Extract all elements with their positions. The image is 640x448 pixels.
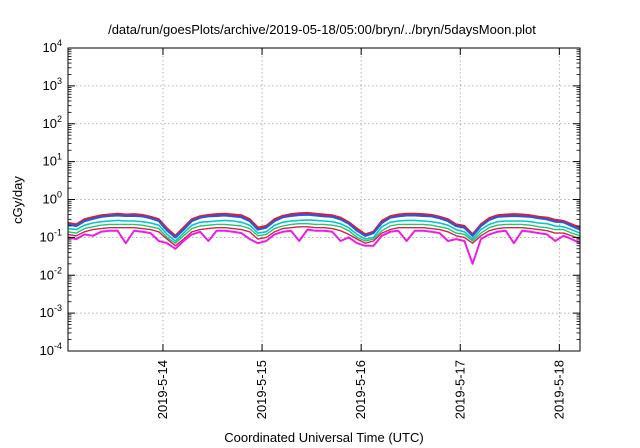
series-line-1 (67, 211, 581, 237)
y-tick-label: 100 (43, 190, 62, 207)
axis-ticks (68, 47, 580, 352)
series-line-4 (67, 222, 581, 244)
y-tick-label: 101 (43, 152, 62, 169)
y-tick-label: 102 (43, 114, 62, 131)
series-line-5 (67, 226, 581, 247)
series-line-2 (67, 213, 581, 239)
x-tick-label: 2019-5-17 (452, 360, 467, 419)
chart-title: /data/run/goesPlots/archive/2019-05-18/0… (108, 22, 536, 37)
x-tick-label: 2019-5-18 (551, 360, 566, 419)
y-axis-label: cGy/day (10, 176, 25, 224)
series-line-6 (67, 228, 581, 265)
y-tick-label: 10-1 (40, 227, 62, 244)
x-tick-labels: 2019-5-14 2019-5-15 2019-5-16 2019-5-17 2019… (155, 360, 566, 419)
y-tick-label: 10-3 (40, 303, 62, 320)
x-axis-label: Coordinated Universal Time (UTC) (224, 430, 423, 445)
x-tick-label: 2019-5-14 (155, 360, 170, 419)
grid (68, 48, 580, 351)
y-tick-label: 10-2 (40, 265, 62, 282)
y-tick-label: 104 (43, 38, 62, 55)
y-tick-labels: 10-4 10-3 10-2 10-1 100 101 102 103 104 (40, 38, 62, 358)
series-layer (67, 211, 581, 265)
series-line-3 (67, 219, 581, 242)
y-tick-label: 103 (43, 76, 62, 93)
x-tick-label: 2019-5-16 (353, 360, 368, 419)
y-tick-label: 10-4 (40, 341, 62, 358)
x-tick-label: 2019-5-15 (254, 360, 269, 419)
